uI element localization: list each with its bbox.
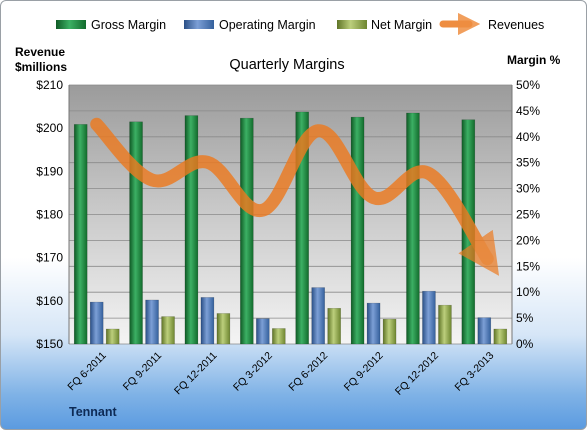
legend-label-gross: Gross Margin [91, 18, 166, 32]
operating-margin-bar [477, 317, 492, 345]
operating-margin-bar [89, 301, 104, 345]
x-tick-label: FQ 12-2012 [393, 350, 441, 398]
right-axis-title: Margin % [507, 53, 561, 67]
net-margin-bar [382, 318, 397, 345]
operating-margin-bar [256, 318, 270, 345]
legend-item-operating-margin: Operating Margin [184, 18, 316, 32]
gross-margin-bar [129, 121, 143, 345]
right-tick-label: 5% [516, 311, 534, 325]
legend-label-operating: Operating Margin [219, 18, 316, 32]
net-margin-bar [105, 328, 120, 345]
legend-item-net-margin: Net Margin [337, 18, 432, 32]
left-tick-label: $190 [36, 164, 63, 178]
revenues-line [90, 117, 500, 276]
operating-margin-bar [422, 290, 436, 345]
legend: Gross Margin Operating Margin Net Margin… [56, 12, 544, 36]
operating-margin-bar [200, 297, 215, 345]
gridlines [68, 84, 513, 345]
left-tick-label: $150 [36, 337, 63, 351]
x-tick-label: FQ 3-2013 [452, 350, 496, 394]
right-tick-label: 50% [516, 78, 540, 92]
x-tick-label: FQ 9-2011 [121, 350, 165, 394]
right-tick-label: 25% [516, 208, 540, 222]
legend-swatch-net [337, 20, 367, 29]
legend-item-gross-margin: Gross Margin [56, 18, 166, 32]
net-margin-bar [216, 313, 231, 345]
net-margin-bar [161, 316, 175, 345]
left-tick-label: $180 [36, 208, 63, 222]
gross-margin-bar [240, 117, 254, 345]
x-tick-label: FQ 6-2012 [286, 350, 330, 394]
operating-margin-bar [366, 302, 381, 345]
right-axis-ticks: 0% 5% 10% 15% 20% 25% 30% 35% 40% 45% 50% [516, 78, 540, 351]
footer-company: Tennant [69, 405, 118, 419]
x-tick-label: FQ 9-2012 [342, 350, 386, 394]
legend-swatch-operating [184, 20, 214, 29]
operating-margin-bar [311, 287, 325, 345]
operating-margin-bar [145, 299, 159, 345]
x-tick-label: FQ 3-2012 [231, 350, 275, 394]
net-margin-bar [493, 328, 508, 345]
legend-item-revenues: Revenues [439, 12, 544, 36]
net-margin-bar [438, 304, 452, 345]
x-tick-label: FQ 12-2011 [172, 350, 220, 398]
revenue-line [90, 117, 500, 276]
right-tick-label: 0% [516, 337, 534, 351]
right-tick-label: 10% [516, 285, 540, 299]
chart-title: Quarterly Margins [229, 57, 344, 73]
legend-swatch-gross [56, 20, 86, 29]
left-axis-ticks: $150 $160 $170 $180 $190 $200 $210 [36, 78, 63, 351]
net-margin-bar [327, 308, 341, 345]
left-tick-label: $200 [36, 121, 63, 135]
gross-margin-bar [184, 115, 199, 345]
left-tick-label: $160 [36, 294, 63, 308]
legend-label-net: Net Margin [371, 18, 432, 32]
left-tick-label: $170 [36, 251, 63, 265]
left-axis-title-line1: Revenue [15, 45, 65, 59]
gross-margin-bar [406, 112, 420, 345]
left-tick-label: $210 [36, 78, 63, 92]
right-tick-label: 15% [516, 259, 540, 273]
legend-label-revenues: Revenues [488, 18, 544, 32]
x-tick-label: FQ 6-2011 [65, 350, 109, 394]
right-tick-label: 35% [516, 156, 540, 170]
bars [73, 111, 508, 345]
gross-margin-bar [73, 124, 88, 345]
right-tick-label: 20% [516, 233, 540, 247]
gross-margin-bar [295, 111, 309, 345]
left-axis-title-line2: $millions [15, 60, 67, 74]
net-margin-bar [272, 328, 286, 345]
right-tick-label: 45% [516, 104, 540, 118]
gross-margin-bar [350, 116, 365, 345]
right-tick-label: 40% [516, 130, 540, 144]
right-tick-label: 30% [516, 182, 540, 196]
x-axis-ticks: FQ 6-2011 FQ 9-2011 FQ 12-2011 FQ 3-2012 FQ … [65, 350, 496, 398]
